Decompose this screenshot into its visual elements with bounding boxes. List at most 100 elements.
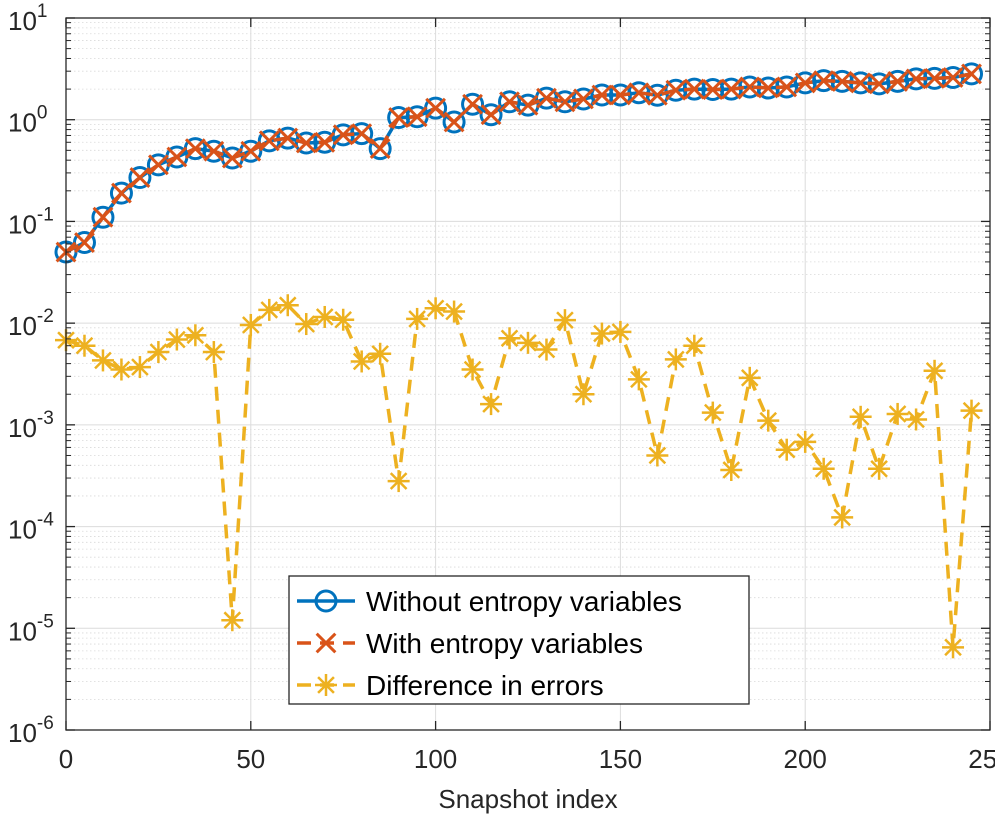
data-point (794, 72, 816, 94)
data-point (942, 67, 964, 88)
data-point (554, 91, 576, 113)
data-point (480, 104, 502, 126)
data-point (313, 305, 336, 328)
data-point (388, 107, 410, 128)
x-tick-label: 250 (968, 744, 995, 774)
data-point (831, 506, 854, 529)
legend: Without entropy variables With entropy va… (288, 575, 750, 705)
data-point (406, 307, 429, 330)
data-point (720, 458, 743, 481)
data-point (239, 313, 262, 336)
y-tick-label: 10-3 (8, 408, 54, 443)
data-point (850, 72, 872, 94)
data-point (258, 298, 281, 321)
data-point (535, 338, 558, 361)
data-point (277, 127, 299, 149)
data-point (664, 348, 687, 371)
data-point (462, 93, 483, 115)
data-point (425, 97, 447, 119)
series-layer (54, 62, 984, 659)
data-point (609, 84, 631, 106)
data-point (628, 82, 650, 104)
data-point (794, 430, 817, 453)
legend-marker (315, 632, 337, 654)
y-tick-label: 100 (8, 103, 48, 138)
data-point (92, 206, 114, 228)
data-point (831, 71, 853, 92)
y-tick-label: 101 (8, 1, 48, 36)
data-point (813, 70, 835, 92)
data-point (517, 94, 539, 116)
x-tick-label: 100 (414, 744, 457, 774)
data-point (258, 130, 280, 152)
data-point (147, 341, 170, 364)
data-point (924, 67, 945, 89)
data-point (165, 328, 188, 351)
data-point (849, 405, 872, 428)
data-point (536, 87, 557, 109)
data-point (443, 300, 466, 323)
data-point (960, 62, 984, 86)
legend-item: Without entropy variables (297, 586, 682, 617)
data-point (720, 78, 742, 100)
data-point (868, 457, 891, 480)
data-point (202, 341, 225, 364)
data-point (442, 110, 466, 134)
x-tick-label: 200 (784, 744, 827, 774)
data-point (646, 84, 668, 106)
data-point (109, 181, 133, 205)
data-point (776, 76, 798, 98)
series-difference-in-errors (55, 294, 983, 659)
data-point (332, 124, 354, 146)
data-point (111, 182, 132, 204)
data-point (406, 106, 428, 128)
data-point (498, 327, 521, 350)
data-point (350, 350, 373, 373)
x-tick-label: 50 (236, 744, 265, 774)
data-point (314, 131, 336, 153)
data-point (129, 167, 151, 188)
data-point (276, 294, 299, 317)
data-point (627, 368, 650, 391)
legend-marker (314, 589, 338, 613)
x-tick-label: 0 (59, 744, 73, 774)
data-point (369, 342, 392, 365)
y-tick-label: 10-4 (8, 510, 54, 545)
data-point (221, 609, 244, 632)
data-point (443, 111, 465, 133)
data-point (702, 79, 724, 100)
data-point (923, 359, 946, 382)
data-point (221, 147, 243, 169)
data-point (553, 309, 576, 332)
data-point (812, 457, 835, 480)
data-point (73, 334, 96, 357)
data-point (424, 297, 447, 320)
data-point (905, 408, 928, 431)
data-point (701, 401, 724, 424)
data-point (128, 356, 151, 379)
data-point (683, 78, 705, 100)
legend-item: Difference in errors (297, 670, 604, 701)
data-point (387, 470, 410, 493)
data-point (868, 73, 890, 95)
data-point (609, 320, 632, 343)
data-point (91, 205, 115, 229)
data-point (332, 308, 355, 331)
data-point (646, 444, 669, 467)
data-point (905, 68, 927, 90)
data-point (184, 138, 206, 160)
x-tick-label: 150 (599, 744, 642, 774)
data-point (573, 88, 594, 110)
data-point (91, 349, 114, 372)
data-point (665, 79, 687, 101)
data-point (461, 92, 485, 116)
data-point (590, 83, 614, 107)
legend-label: Without entropy variables (366, 586, 682, 617)
data-point (166, 146, 188, 168)
data-point (128, 166, 152, 190)
data-point (757, 77, 779, 99)
y-tick-label: 10-1 (8, 204, 54, 239)
data-point (295, 132, 317, 154)
data-point (517, 331, 539, 354)
data-point (738, 366, 761, 389)
